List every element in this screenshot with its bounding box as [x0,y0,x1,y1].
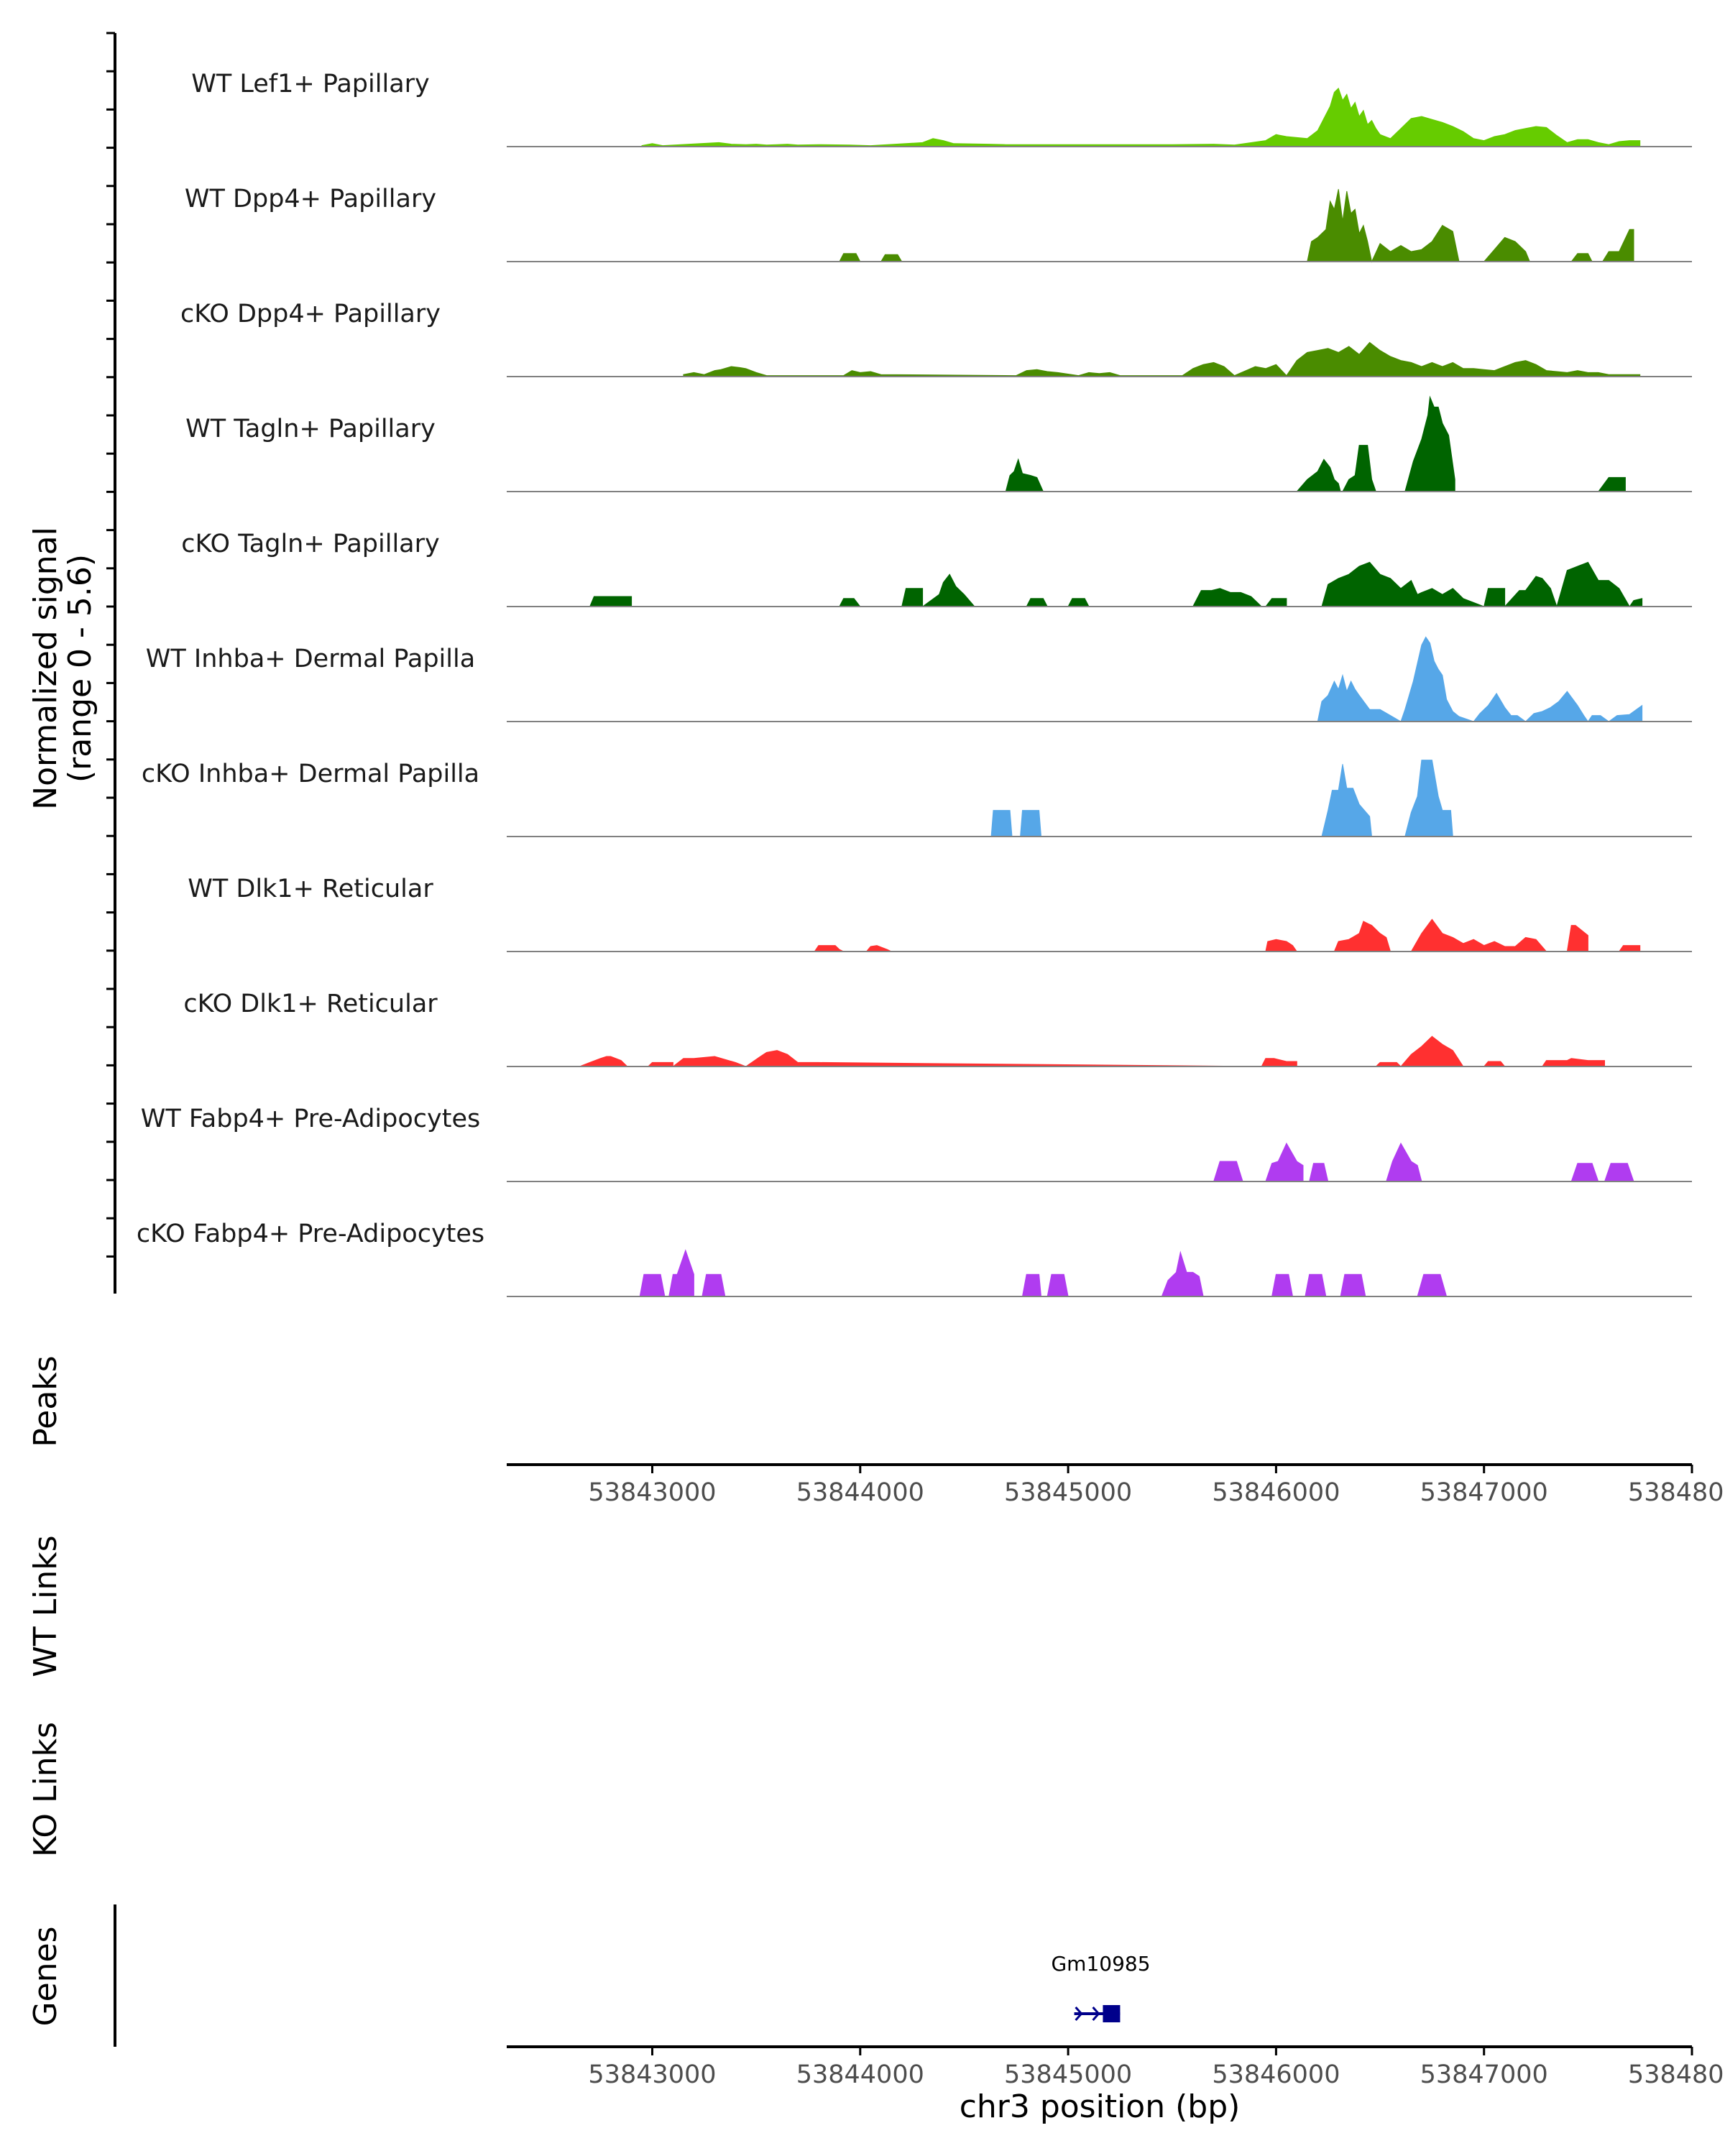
genes-panel-label: Genes [27,1926,64,2026]
x-axis-tick-label: 53845000 [1004,1478,1132,1507]
gene-exon [1103,2005,1121,2022]
x-axis-tick-label: 53844000 [796,2060,924,2089]
peaks-x-axis-ticks: 53843000 53844000 53845000 53846000 53847000… [588,1465,1725,1507]
track-4: WT Tagln+ Papillary [185,395,1692,492]
coverage-area [814,918,1641,952]
x-axis-tick-label: 53845000 [1004,2060,1132,2089]
coverage-area [1005,395,1626,492]
coverage-area [990,760,1453,837]
track-10: WT Fabp4+ Pre-Adipocytes [141,1105,1692,1182]
track-2: WT Dpp4+ Papillary [185,185,1692,263]
track-label: cKO Inhba+ Dermal Papilla [142,760,479,788]
x-axis-tick-label: 53844000 [796,1478,924,1507]
peaks-panel-label: Peaks [27,1355,64,1447]
track-label: cKO Dpp4+ Papillary [180,300,441,328]
x-axis-tick-label: 53843000 [588,2060,716,2089]
track-label: WT Tagln+ Papillary [185,415,436,443]
x-axis-tick-label: 53846000 [1212,1478,1340,1507]
gene-strand-arrow [1092,2007,1100,2021]
coverage-area [579,1036,1605,1068]
coverage-area [641,87,1641,147]
gene-track: Gm10985 [1051,1952,1151,2022]
track-9: cKO Dlk1+ Reticular [183,990,1692,1068]
x-axis-title: chr3 position (bp) [960,2088,1241,2125]
gene-strand-arrow [1075,2007,1083,2021]
coverage-area [589,561,1643,608]
y-axis-title-line1: Normalized signal [27,527,64,810]
ko-links-panel-label: KO Links [27,1722,64,1857]
track-6: WT Inhba+ Dermal Papilla [146,636,1692,722]
x-axis-tick-label: 53847000 [1420,2060,1548,2089]
track-label: WT Lef1+ Papillary [191,70,430,98]
y-axis-title-line2: (range 0 - 5.6) [62,554,98,783]
track-5: cKO Tagln+ Papillary [181,530,1692,608]
track-label: WT Inhba+ Dermal Papilla [146,645,475,673]
coverage-tracks: WT Lef1+ Papillary WT Dpp4+ Papillary cKO … [137,70,1692,1297]
track-11: cKO Fabp4+ Pre-Adipocytes [137,1220,1692,1297]
signal-y-axis-ticks [106,32,115,1258]
genes-x-axis-ticks: 53843000 53844000 53845000 53846000 53847000… [588,2047,1725,2089]
track-1: WT Lef1+ Papillary [191,70,1692,147]
track-label: cKO Fabp4+ Pre-Adipocytes [137,1220,484,1248]
x-axis-tick-label: 53843000 [588,1478,716,1507]
x-axis-tick-label: 53848000 [1628,1478,1725,1507]
gene-name: Gm10985 [1051,1952,1150,1976]
track-8: WT Dlk1+ Reticular [188,875,1692,952]
x-axis-tick-label: 53846000 [1212,2060,1340,2089]
track-7: cKO Inhba+ Dermal Papilla [142,760,1692,837]
x-axis-tick-label: 53847000 [1420,1478,1548,1507]
track-label: WT Dpp4+ Papillary [185,185,436,213]
track-label: WT Dlk1+ Reticular [188,875,433,903]
track-label: cKO Dlk1+ Reticular [183,990,438,1018]
x-axis-tick-label: 53848000 [1628,2060,1725,2089]
track-label: cKO Tagln+ Papillary [181,530,440,558]
coverage-area [683,341,1641,377]
coverage-area [639,1249,1448,1297]
track-3: cKO Dpp4+ Papillary [180,300,1692,377]
wt-links-panel-label: WT Links [27,1535,64,1677]
track-label: WT Fabp4+ Pre-Adipocytes [141,1105,480,1133]
